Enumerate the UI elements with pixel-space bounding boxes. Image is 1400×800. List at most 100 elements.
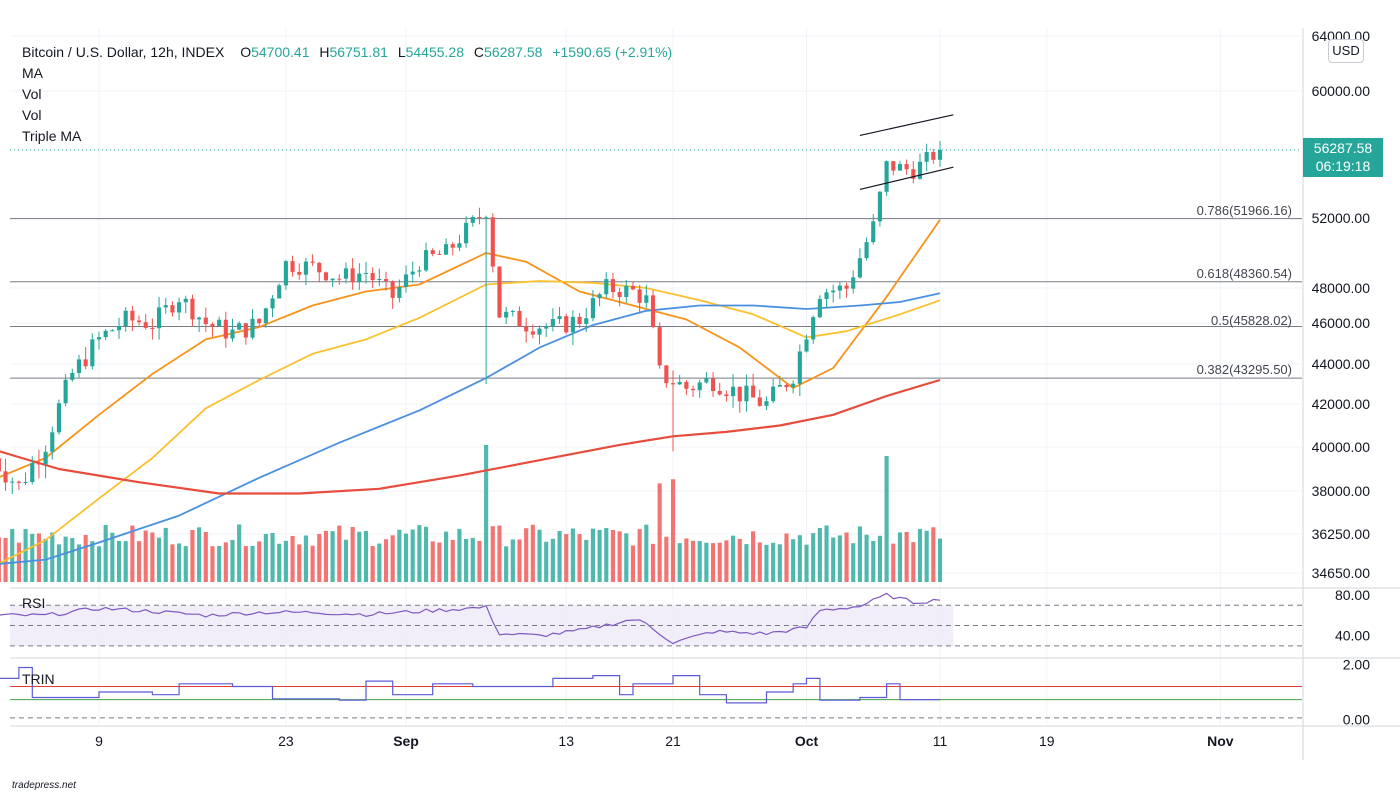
volume-bar-95 (624, 533, 629, 582)
volume-bar-78 (510, 539, 515, 582)
rsi-pane (0, 592, 1302, 647)
volume-bar-31 (197, 527, 202, 582)
candle-body-130 (857, 258, 862, 278)
volume-bar-65 (423, 526, 429, 582)
volume-bar-54 (350, 527, 355, 582)
volume-bar-101 (664, 536, 669, 582)
fib-label-0786: 0.786(51966.16) (1196, 203, 1292, 218)
indicator-ma[interactable]: MA (22, 65, 43, 81)
volume-bar-120 (791, 539, 796, 582)
candle-body-68 (444, 244, 449, 255)
volume-bar-112 (737, 538, 742, 582)
volume-bar-68 (444, 531, 449, 582)
volume-bar-88 (577, 534, 582, 582)
trin-title[interactable]: TRIN (22, 671, 55, 687)
candle-body-28 (177, 302, 182, 313)
candle-body-39 (250, 318, 255, 338)
candle-body-35 (223, 319, 228, 339)
volume-bar-116 (764, 544, 769, 582)
volume-bar-55 (357, 531, 362, 582)
indicator-vol-2[interactable]: Vol (22, 107, 42, 123)
ma-orange-line (0, 219, 941, 478)
volume-bar-15 (90, 541, 95, 582)
volume-bar-103 (677, 543, 682, 582)
volume-bar-135 (891, 543, 896, 582)
time-tick-label-3: 13 (558, 733, 574, 749)
trin-tick-label-0: 2.00 (1343, 657, 1370, 673)
indicator-vol-1[interactable]: Vol (22, 86, 42, 102)
candle-body-94 (617, 292, 622, 297)
price-tick-label-4: 46000.00 (1312, 315, 1371, 331)
candle-body-85 (557, 316, 562, 320)
volume-bar-82 (537, 529, 542, 582)
volume-bar-72 (470, 537, 475, 582)
high-value: 56751.81 (329, 44, 388, 60)
rsi-title[interactable]: RSI (22, 595, 46, 611)
indicator-triple-ma[interactable]: Triple MA (22, 128, 82, 144)
candle-body-95 (624, 285, 629, 297)
candle-body-141 (931, 152, 936, 160)
volume-bar-94 (617, 531, 622, 582)
volume-bar-98 (644, 524, 649, 582)
volume-bar-45 (290, 535, 295, 582)
candle-body-47 (303, 261, 308, 275)
volume-bar-42 (270, 532, 275, 582)
volume-bar-86 (564, 534, 569, 582)
candle-body-49 (317, 262, 322, 273)
candle-body-63 (410, 271, 415, 275)
volume-bar-128 (844, 532, 849, 582)
volume-bar-110 (724, 540, 729, 582)
volume-bar-21 (130, 525, 135, 582)
volume-bar-139 (917, 529, 923, 582)
time-tick-label-1: 23 (278, 733, 294, 749)
candle-body-67 (437, 253, 442, 255)
volume-bar-137 (904, 532, 909, 582)
volume-bar-126 (831, 537, 836, 582)
volume-bar-104 (684, 538, 689, 582)
currency-button[interactable]: USD (1328, 39, 1364, 63)
volume-bar-136 (897, 532, 903, 582)
volume-bar-59 (383, 539, 389, 582)
candle-body-17 (103, 330, 108, 338)
candle-body-24 (150, 327, 155, 329)
candle-body-96 (630, 285, 636, 290)
volume-bar-43 (277, 543, 282, 582)
candle-body-132 (871, 221, 876, 243)
candle-body-91 (597, 294, 602, 299)
volume-bar-60 (390, 535, 395, 582)
candle-body-13 (76, 359, 82, 373)
candle-body-8 (43, 451, 48, 465)
volume-bar-106 (697, 541, 702, 582)
candle-body-121 (797, 351, 802, 384)
volume-bar-49 (317, 534, 322, 582)
volume-bar-138 (911, 542, 916, 582)
candle-body-129 (851, 277, 856, 289)
volume-bar-97 (637, 529, 642, 582)
time-tick-label-0: 9 (95, 733, 103, 749)
candle-body-60 (390, 281, 395, 298)
volume-bar-26 (163, 527, 168, 582)
candle-body-75 (490, 217, 495, 267)
volume-bar-77 (504, 546, 509, 582)
volume-bar-123 (811, 533, 816, 582)
grid (10, 28, 1400, 760)
symbol-title[interactable]: Bitcoin / U.S. Dollar, 12h, INDEX (22, 44, 225, 60)
candle-body-105 (690, 388, 696, 391)
channel-lines (859, 114, 954, 191)
legend: Bitcoin / U.S. Dollar, 12h, INDEX O54700… (22, 42, 672, 147)
volume-bar-140 (924, 530, 929, 582)
volume-bar-99 (650, 543, 656, 582)
trin-pane (0, 666, 1302, 719)
volume-bar-107 (704, 542, 709, 582)
candle-body-100 (657, 327, 662, 366)
candle-body-12 (70, 372, 75, 380)
volume-bar-83 (544, 541, 549, 582)
candle-body-4 (16, 481, 21, 483)
candle-body-134 (884, 161, 889, 192)
trin-line (0, 666, 940, 704)
candle-body-98 (644, 295, 649, 303)
volume-bar-109 (717, 542, 722, 582)
volume-bar-76 (497, 525, 502, 582)
volume-bar-51 (330, 531, 335, 582)
